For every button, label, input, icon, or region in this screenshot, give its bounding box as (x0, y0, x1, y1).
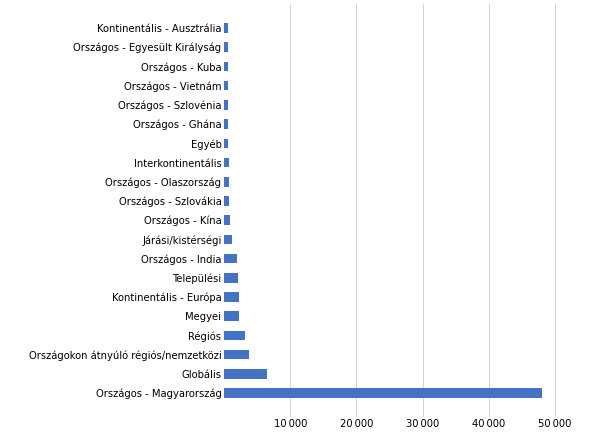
Bar (224, 177, 229, 186)
Bar (224, 273, 238, 283)
Bar (224, 158, 229, 167)
Bar (224, 196, 229, 206)
Bar (224, 62, 227, 71)
Bar (224, 235, 232, 244)
Bar (224, 388, 542, 398)
Bar (224, 23, 227, 33)
Bar (224, 100, 227, 110)
Bar (224, 119, 227, 129)
Bar (224, 43, 227, 52)
Bar (224, 331, 245, 340)
Bar (224, 215, 230, 225)
Bar (224, 254, 238, 263)
Bar (224, 292, 239, 302)
Bar (224, 138, 228, 148)
Bar (224, 311, 239, 321)
Bar (224, 81, 227, 90)
Bar (224, 350, 248, 359)
Bar (224, 369, 267, 379)
